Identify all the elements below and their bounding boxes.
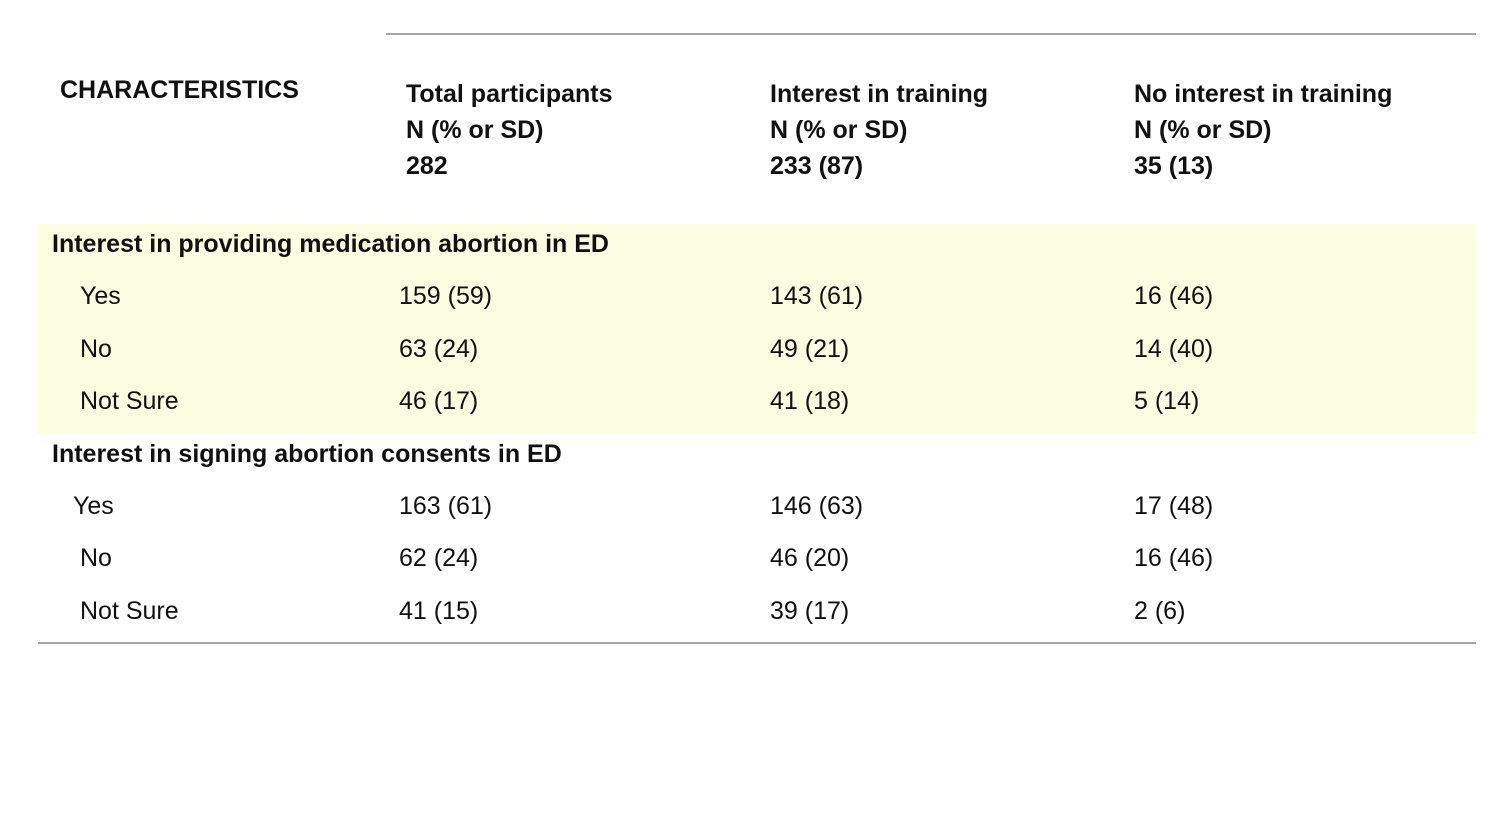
section-title-consents: Interest in signing abortion consents in…: [52, 440, 562, 468]
cell-no-interest: 2 (6): [1134, 597, 1186, 625]
cell-interest: 49 (21): [770, 335, 850, 363]
cell-no-interest: 14 (40): [1134, 335, 1214, 363]
cell-total: 46 (17): [399, 387, 479, 415]
column-subtitle: N (% or SD): [1134, 116, 1272, 144]
cell-no-interest: 16 (46): [1134, 282, 1214, 310]
column-header-no-interest: No interest in training N (% or SD) 35 (…: [1134, 76, 1392, 184]
column-count: 233 (87): [770, 152, 864, 180]
column-title: Total participants: [406, 80, 613, 108]
cell-no-interest: 17 (48): [1134, 492, 1214, 520]
column-subtitle: N (% or SD): [770, 116, 908, 144]
row-label: No: [80, 335, 112, 363]
cell-interest: 146 (63): [770, 492, 864, 520]
column-title: Interest in training: [770, 80, 989, 108]
cell-interest: 39 (17): [770, 597, 850, 625]
column-count: 35 (13): [1134, 152, 1214, 180]
cell-interest: 143 (61): [770, 282, 864, 310]
cell-interest: 46 (20): [770, 544, 850, 572]
row-label: Yes: [80, 282, 121, 310]
column-count: 282: [406, 152, 448, 180]
cell-interest: 41 (18): [770, 387, 850, 415]
cell-total: 163 (61): [399, 492, 493, 520]
row-label: Yes: [73, 492, 114, 520]
section-title-medication: Interest in providing medication abortio…: [52, 230, 609, 258]
table-top-rule: [386, 33, 1476, 35]
characteristics-header: CHARACTERISTICS: [60, 76, 299, 104]
cell-total: 159 (59): [399, 282, 493, 310]
cell-total: 62 (24): [399, 544, 479, 572]
cell-no-interest: 16 (46): [1134, 544, 1214, 572]
table-bottom-rule: [38, 642, 1476, 644]
column-header-total: Total participants N (% or SD) 282: [406, 76, 613, 184]
column-subtitle: N (% or SD): [406, 116, 544, 144]
column-header-interest: Interest in training N (% or SD) 233 (87…: [770, 76, 988, 184]
row-label: No: [80, 544, 112, 572]
cell-no-interest: 5 (14): [1134, 387, 1200, 415]
row-label: Not Sure: [80, 387, 179, 415]
cell-total: 63 (24): [399, 335, 479, 363]
column-title: No interest in training: [1134, 80, 1393, 108]
section-highlight-medication: [38, 224, 1476, 434]
cell-total: 41 (15): [399, 597, 479, 625]
row-label: Not Sure: [80, 597, 179, 625]
